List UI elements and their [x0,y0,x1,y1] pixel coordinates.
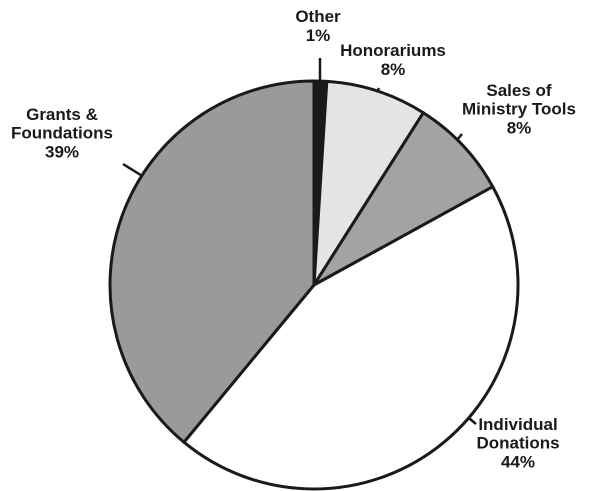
slice-value-label: 8% [381,60,406,79]
pie-slice [312,111,495,287]
slice-label-line: Foundations [11,124,113,143]
slice-value-label: 8% [507,118,532,137]
slice-value-label: 39% [45,142,79,161]
slice-label-line: Honorariums [340,41,446,60]
slice-label: Honorariums [340,41,446,60]
slice-label: Grants & Foundations [11,105,113,143]
slice-label: Other [295,7,341,26]
slice-label-line: Sales of [486,81,552,100]
slice-value-label: 44% [501,452,535,471]
slice-label: Sales of Ministry Tools [462,81,576,119]
slices [108,79,520,491]
slice-label-line: Individual [478,415,557,434]
pie-slice [108,79,316,444]
slice-label-line: Other [295,7,341,26]
slice-label: Individual Donations [476,415,559,453]
slice-value-label: 1% [306,26,331,45]
slice-label-line: Grants & [26,105,98,124]
pie-slice [182,185,520,491]
slice-label-line: Ministry Tools [462,100,576,119]
pie-slice [312,79,425,287]
slice-label-line: Donations [476,434,559,453]
